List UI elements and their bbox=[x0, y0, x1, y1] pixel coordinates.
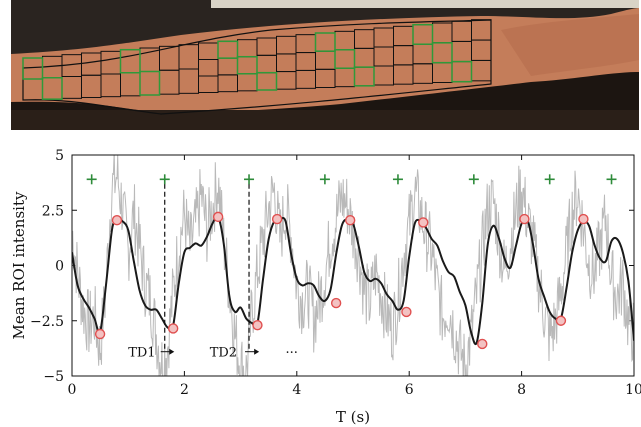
y-ticks: 5 2.5 0 −2.5 −5 bbox=[30, 148, 634, 385]
peak-marker bbox=[578, 213, 589, 225]
roi-cell-selected bbox=[314, 32, 336, 52]
plus-marker bbox=[86, 174, 97, 185]
roi-cell-selected bbox=[139, 70, 161, 96]
x-tick-label: 6 bbox=[405, 382, 414, 398]
peak-marker bbox=[418, 217, 429, 228]
roi-cell-selected bbox=[334, 49, 356, 69]
peak-marker bbox=[271, 213, 283, 225]
peak-marker bbox=[167, 323, 179, 334]
plus-marker bbox=[319, 174, 330, 185]
plot-area: TD1 TD2 ··· bbox=[72, 155, 634, 376]
annotation-label: TD2 bbox=[210, 346, 237, 361]
peak-marker bbox=[111, 214, 123, 226]
roi-cell-selected bbox=[217, 40, 239, 59]
y-tick-label: −5 bbox=[43, 369, 64, 385]
y-axis-label: Mean ROI intensity bbox=[10, 191, 28, 339]
peak-marker bbox=[330, 297, 342, 309]
photo-table bbox=[11, 110, 639, 130]
annotation-arrowhead bbox=[254, 348, 260, 355]
x-tick-label: 10 bbox=[625, 382, 641, 398]
roi-cell-selected bbox=[451, 60, 473, 83]
x-ticks: 0 2 4 6 8 10 bbox=[68, 155, 641, 398]
peak-marker bbox=[212, 211, 224, 223]
hand-skin bbox=[501, 14, 639, 76]
x-tick-label: 0 bbox=[68, 382, 77, 398]
peak-marker bbox=[94, 328, 106, 340]
y-tick-label: 5 bbox=[55, 148, 64, 164]
plus-marker bbox=[544, 174, 555, 185]
forearm-roi-photo bbox=[11, 0, 639, 130]
roi-intensity-chart: 5 2.5 0 −2.5 −5 0 2 4 6 8 10 TD1 TD2 ··· T (s) Mean… bbox=[10, 148, 641, 426]
plus-marker bbox=[244, 174, 255, 185]
x-tick-label: 4 bbox=[292, 382, 301, 398]
y-tick-label: 0 bbox=[55, 259, 64, 275]
roi-cell-selected bbox=[412, 23, 434, 45]
peak-marker bbox=[477, 338, 488, 350]
peak-marker bbox=[519, 213, 530, 225]
peak-marker bbox=[252, 319, 263, 331]
roi-cell-selected bbox=[119, 48, 141, 74]
peak-marker bbox=[344, 214, 356, 226]
plot-frame bbox=[71, 154, 635, 377]
y-tick-label: −2.5 bbox=[30, 314, 64, 330]
photo-light-band bbox=[211, 0, 639, 8]
roi-grid-highlight bbox=[22, 23, 473, 100]
annotation-arrowhead bbox=[169, 348, 175, 355]
y-tick-label: 2.5 bbox=[42, 203, 64, 219]
roi-cell-selected bbox=[41, 77, 63, 100]
forearm-skin bbox=[11, 8, 639, 113]
plus-marker bbox=[392, 174, 403, 185]
x-tick-label: 8 bbox=[517, 382, 526, 398]
peak-marker bbox=[555, 315, 567, 326]
roi-cell-selected bbox=[236, 55, 258, 75]
plus-marker bbox=[468, 174, 479, 185]
roi-outline bbox=[22, 19, 492, 115]
x-tick-label: 2 bbox=[180, 382, 189, 398]
roi-cell-selected bbox=[353, 66, 375, 87]
plus-marker bbox=[606, 174, 617, 185]
plus-marker bbox=[159, 174, 170, 185]
annotation-label: TD1 bbox=[128, 346, 155, 361]
roi-cell-selected bbox=[431, 42, 453, 64]
peak-marker bbox=[401, 306, 412, 318]
roi-cell-selected bbox=[22, 57, 44, 80]
x-axis-label: T (s) bbox=[336, 408, 370, 426]
plot-series bbox=[72, 155, 634, 376]
raw-signal-line bbox=[72, 155, 634, 376]
annotation-label: ··· bbox=[286, 346, 298, 361]
roi-cell-selected bbox=[256, 71, 278, 91]
